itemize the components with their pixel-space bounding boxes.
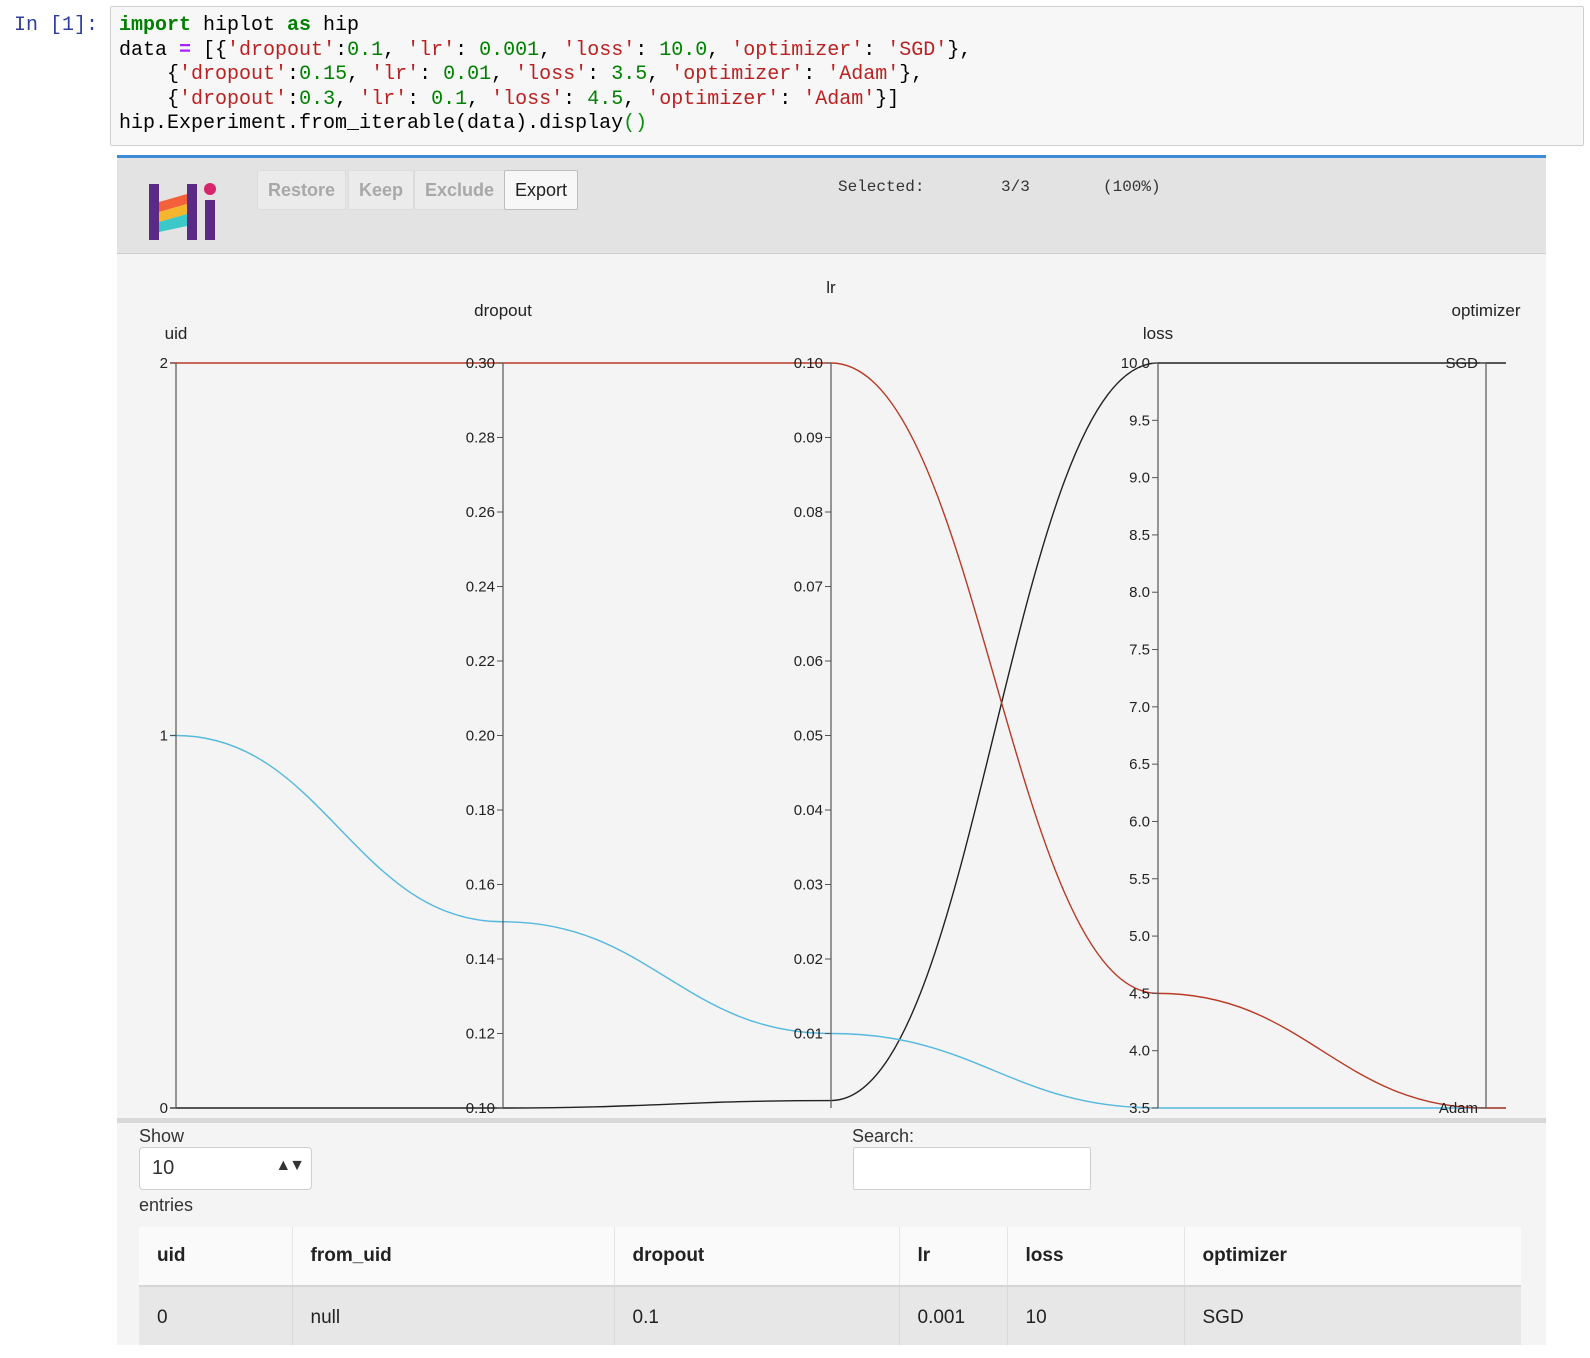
tick-label: 8.0 — [1129, 584, 1150, 601]
tick-label: 9.5 — [1129, 412, 1150, 429]
code-line: {'dropout':0.15, 'lr': 0.01, 'loss': 3.5… — [119, 63, 924, 87]
tick-label: 6.0 — [1129, 813, 1150, 830]
tick-label: 0.03 — [794, 877, 823, 894]
tick-label: 0.08 — [794, 504, 823, 521]
tick-label: 0.09 — [794, 430, 823, 447]
accent-bar — [117, 155, 1546, 158]
cell-prompt: In [1]: — [14, 14, 99, 37]
table-cell: SGD — [1184, 1286, 1521, 1345]
table-cell: null — [292, 1286, 615, 1345]
code-line: data = [{'dropout':0.1, 'lr': 0.001, 'lo… — [119, 38, 972, 62]
tick-label: 9.0 — [1129, 470, 1150, 487]
tick-label: 0.20 — [466, 728, 495, 745]
tick-label: 1 — [160, 728, 168, 745]
tick-label: 0.04 — [794, 802, 823, 819]
column-header-dropout[interactable]: dropout — [614, 1227, 900, 1287]
data-line-uid-0 — [170, 362, 1506, 1109]
tick-label: 0.18 — [466, 802, 495, 819]
entries-label: entries — [139, 1195, 194, 1215]
table-cell: 0 — [139, 1286, 293, 1345]
code-cell[interactable]: import hiplot as hip data = [{'dropout':… — [110, 6, 1584, 146]
search-label: Search: — [852, 1126, 915, 1146]
tick-label: 6.5 — [1129, 756, 1150, 773]
selected-percent: (100%) — [1103, 178, 1161, 196]
selected-label: Selected: — [838, 178, 925, 196]
export-button[interactable]: Export — [504, 170, 579, 210]
tick-label: 7.5 — [1129, 642, 1150, 659]
entries-value: 10 — [152, 1157, 175, 1179]
plot-table-separator[interactable] — [117, 1118, 1546, 1123]
data-line-uid-1 — [170, 734, 1506, 1109]
tick-label: 0.14 — [466, 951, 495, 968]
tick-label: 0.26 — [466, 504, 495, 521]
tick-label: 5.0 — [1129, 928, 1150, 945]
tick-label: 7.0 — [1129, 699, 1150, 716]
tick-label: 0.30 — [466, 355, 495, 372]
table-cell: 10 — [1007, 1286, 1185, 1345]
tick-label: 2 — [160, 355, 168, 372]
tick-label: 0.24 — [466, 579, 495, 596]
tick-label: 0.01 — [794, 1026, 823, 1043]
axis-title-dropout: dropout — [474, 301, 532, 320]
search-input[interactable] — [853, 1147, 1091, 1190]
tick-label: 0.07 — [794, 579, 823, 596]
parallel-coordinates-plot[interactable]: uid 0 1 2 dropout 0.10 0.12 0.14 0.16 0.18 0.20 0.2… — [117, 254, 1546, 1118]
hiplot-toolbar: Restore Keep Exclude Export Selected: 3/… — [117, 158, 1546, 254]
column-header-optimizer[interactable]: optimizer — [1184, 1227, 1521, 1287]
axis-title-optimizer: optimizer — [1452, 301, 1521, 320]
column-header-from-uid[interactable]: from_uid — [292, 1227, 615, 1287]
select-arrows-icon: ▲▼ — [275, 1157, 305, 1174]
exclude-button[interactable]: Exclude — [414, 170, 506, 210]
column-header-uid[interactable]: uid — [139, 1227, 293, 1287]
code-line: {'dropout':0.3, 'lr': 0.1, 'loss': 4.5, … — [119, 87, 900, 111]
code-line: hip.Experiment.from_iterable(data).displ… — [119, 112, 648, 136]
tick-label: 8.5 — [1129, 527, 1150, 544]
tick-label: 10.0 — [1121, 355, 1150, 372]
tick-label: 0.16 — [466, 877, 495, 894]
tick-label: 0.12 — [466, 1026, 495, 1043]
axis-title-loss: loss — [1143, 324, 1173, 343]
table-header-row: uid from_uid dropout lr loss optimizer — [139, 1227, 1521, 1287]
tick-label: 0.28 — [466, 430, 495, 447]
tick-label: 5.5 — [1129, 871, 1150, 888]
axis-title-uid: uid — [165, 324, 188, 343]
tick-label: 0.05 — [794, 728, 823, 745]
data-line-uid-2 — [170, 362, 1506, 1109]
axis-title-lr: lr — [826, 278, 836, 297]
restore-button[interactable]: Restore — [257, 170, 347, 210]
code-line: import hiplot as hip — [119, 14, 360, 37]
tick-label: 0.10 — [794, 355, 823, 372]
selected-count: 3/3 — [1001, 178, 1030, 196]
tick-label: 0.22 — [466, 653, 495, 670]
table-cell: 0.1 — [614, 1286, 900, 1345]
data-table: uid from_uid dropout lr loss optimizer 0… — [139, 1227, 1521, 1345]
show-label: Show — [139, 1126, 185, 1146]
tick-label: 0 — [160, 1100, 168, 1117]
tick-label: 4.0 — [1129, 1043, 1150, 1060]
tick-label: Adam — [1439, 1100, 1478, 1117]
tick-label: 3.5 — [1129, 1100, 1150, 1117]
tick-label: 0.02 — [794, 951, 823, 968]
column-header-lr[interactable]: lr — [899, 1227, 1008, 1287]
entries-select[interactable]: 10 ▲▼ — [139, 1147, 312, 1190]
tick-label: 4.5 — [1129, 985, 1150, 1002]
column-header-loss[interactable]: loss — [1007, 1227, 1185, 1287]
hiplot-widget: Restore Keep Exclude Export Selected: 3/… — [117, 155, 1546, 1345]
hiplot-logo — [149, 183, 216, 240]
tick-label: SGD — [1445, 355, 1478, 372]
tick-label: 0.10 — [466, 1100, 495, 1117]
table-cell: 0.001 — [899, 1286, 1008, 1345]
tick-label: 0.06 — [794, 653, 823, 670]
keep-button[interactable]: Keep — [348, 170, 415, 210]
table-row[interactable]: 0 null 0.1 0.001 10 SGD — [139, 1286, 1521, 1345]
